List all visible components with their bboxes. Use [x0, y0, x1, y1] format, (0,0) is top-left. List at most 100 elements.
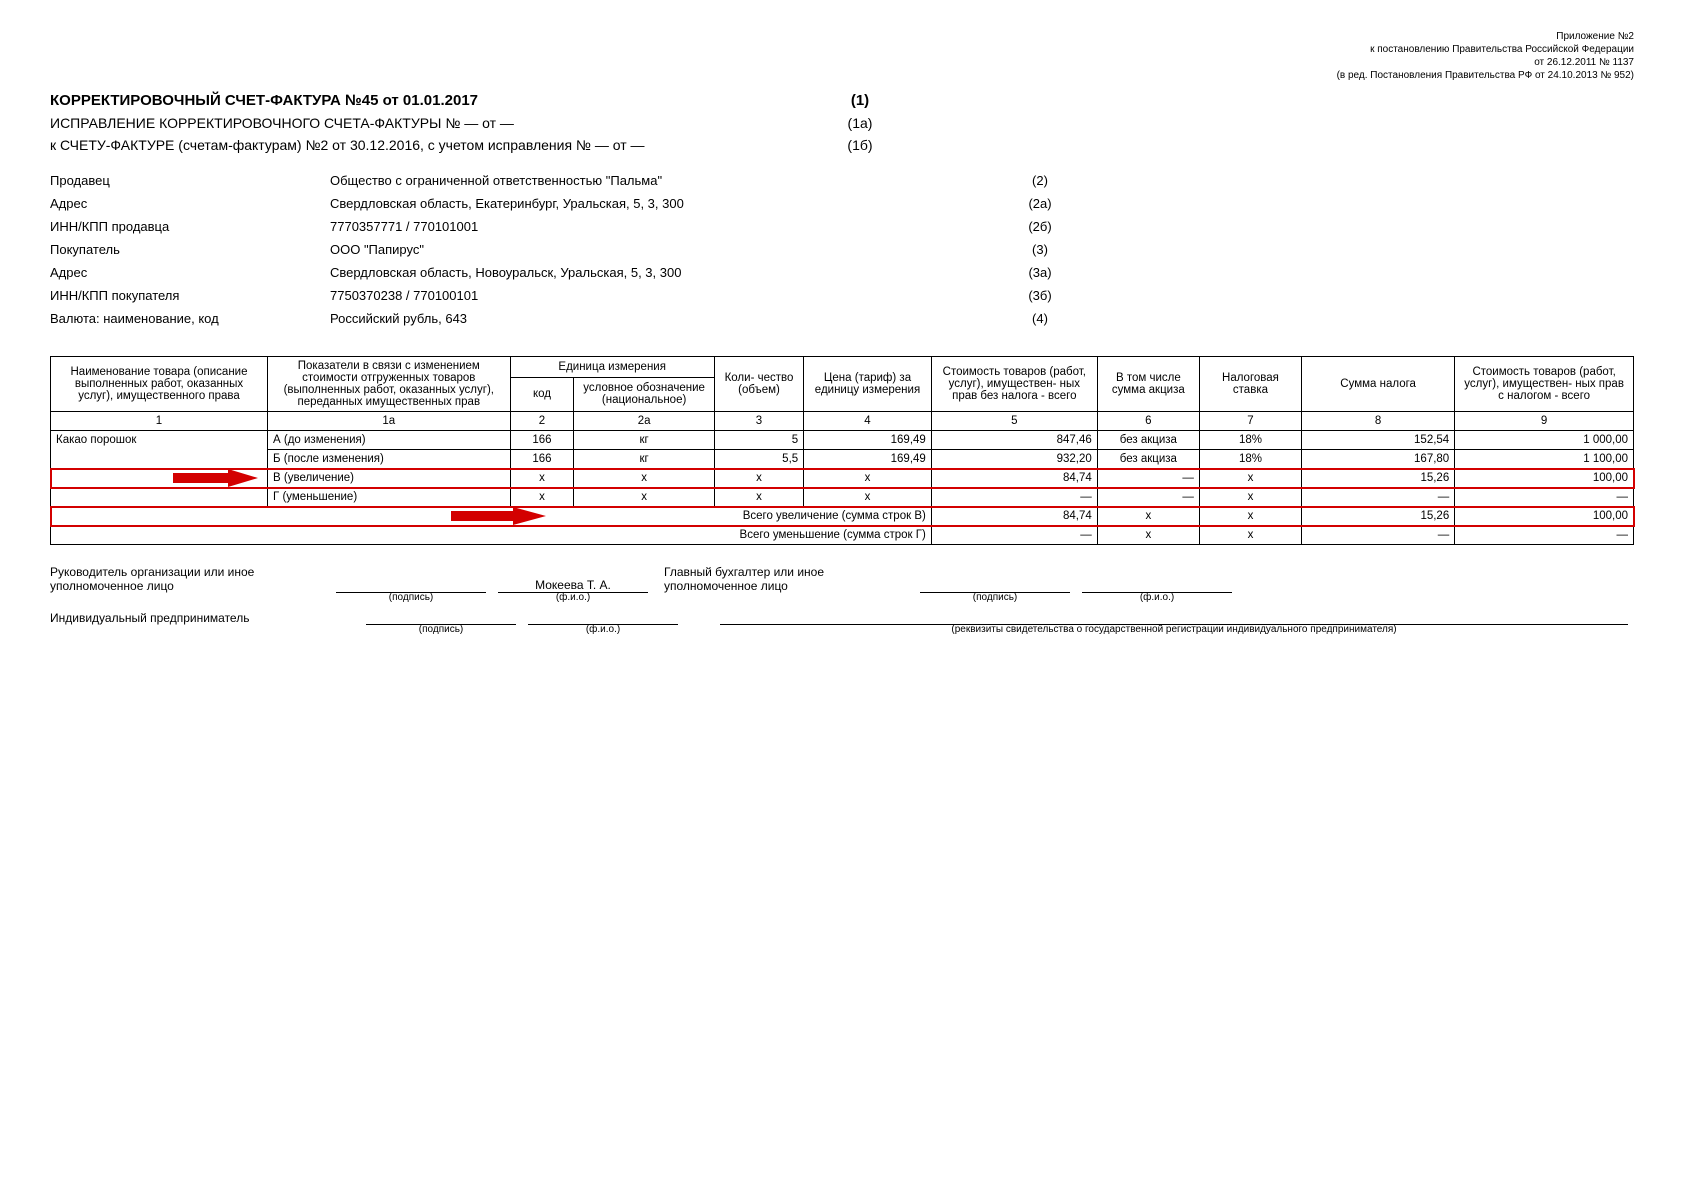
signatures-block: Руководитель организации или иное уполно…	[50, 565, 1634, 625]
seller-inn-label: ИНН/КПП продавца	[50, 219, 330, 234]
row-a-label: А (до изменения)	[268, 431, 511, 450]
buyer-label: Покупатель	[50, 242, 330, 257]
cell: х	[1199, 488, 1301, 507]
line-number: (3а)	[1010, 265, 1070, 280]
cell: х	[574, 488, 714, 507]
th-tax: Сумма налога	[1302, 357, 1455, 412]
buyer-inn-value: 7750370238 / 770100101	[330, 288, 1010, 303]
legal-notes: Приложение №2 к постановлению Правительс…	[50, 30, 1634, 82]
cell: 847,46	[931, 431, 1097, 450]
total-dec-label: Всего уменьшение (сумма строк Г)	[51, 526, 932, 545]
cell: 100,00	[1455, 469, 1634, 488]
th-total: Стоимость товаров (работ, услуг), имущес…	[1455, 357, 1634, 412]
cell: 932,20	[931, 450, 1097, 469]
cell: х	[804, 469, 932, 488]
cell: 15,26	[1302, 507, 1455, 526]
head-sign-label: Руководитель организации или иное уполно…	[50, 565, 330, 593]
col-num: 5	[931, 412, 1097, 431]
cell: х	[804, 488, 932, 507]
note-line: Приложение №2	[50, 30, 1634, 43]
currency-label: Валюта: наименование, код	[50, 311, 330, 326]
col-num: 2	[510, 412, 574, 431]
col-num: 6	[1097, 412, 1199, 431]
cell: —	[931, 488, 1097, 507]
note-line: к постановлению Правительства Российской…	[50, 43, 1634, 56]
col-num: 9	[1455, 412, 1634, 431]
row-b-label: Б (после изменения)	[268, 450, 511, 469]
cell: 166	[510, 431, 574, 450]
cell: —	[1302, 488, 1455, 507]
head-name: Мокеева Т. А.	[535, 578, 611, 592]
cell: х	[714, 488, 803, 507]
cell: х	[1199, 507, 1301, 526]
cell: 18%	[1199, 450, 1301, 469]
col-num: 1а	[268, 412, 511, 431]
under-sign: (подпись)	[366, 624, 516, 635]
seller-address-label: Адрес	[50, 196, 330, 211]
line-number: (2б)	[1010, 219, 1070, 234]
cell: —	[1302, 526, 1455, 545]
col-num: 4	[804, 412, 932, 431]
th-rate: Налоговая ставка	[1199, 357, 1301, 412]
cell: кг	[574, 431, 714, 450]
table-row: Б (после изменения) 166 кг 5,5 169,49 93…	[51, 450, 1634, 469]
buyer-address-value: Свердловская область, Новоуральск, Ураль…	[330, 265, 1010, 280]
th-cost: Стоимость товаров (работ, услуг), имущес…	[931, 357, 1097, 412]
line-number: (1а)	[830, 115, 890, 131]
cell: 18%	[1199, 431, 1301, 450]
under-fio: (ф.и.о.)	[1082, 592, 1232, 603]
ip-fio-field: (ф.и.о.)	[528, 624, 678, 625]
title-block: КОРРЕКТИРОВОЧНЫЙ СЧЕТ-ФАКТУРА №45 от 01.…	[50, 92, 1634, 153]
cell: 100,00	[1455, 507, 1634, 526]
items-table: Наименование товара (описание выполненны…	[50, 356, 1634, 545]
ip-reg-field: (реквизиты свидетельства о государственн…	[720, 624, 1628, 625]
cell: х	[574, 469, 714, 488]
seller-address-value: Свердловская область, Екатеринбург, Урал…	[330, 196, 1010, 211]
cell: 152,54	[1302, 431, 1455, 450]
note-line: от 26.12.2011 № 1137	[50, 56, 1634, 69]
cell: х	[510, 488, 574, 507]
col-num: 3	[714, 412, 803, 431]
under-fio: (ф.и.о.)	[498, 592, 648, 603]
row-v-label: В (увеличение)	[268, 469, 511, 488]
cell: х	[1199, 526, 1301, 545]
row-g-label: Г (уменьшение)	[268, 488, 511, 507]
seller-inn-value: 7770357771 / 770101001	[330, 219, 1010, 234]
th-name: Наименование товара (описание выполненны…	[51, 357, 268, 412]
parties-block: ПродавецОбщество с ограниченной ответств…	[50, 173, 1634, 326]
th-price: Цена (тариф) за единицу измерения	[804, 357, 932, 412]
cell: 84,74	[931, 469, 1097, 488]
cell: —	[1455, 526, 1634, 545]
col-num: 8	[1302, 412, 1455, 431]
arrow-icon	[451, 507, 546, 525]
accountant-sign-label: Главный бухгалтер или иное уполномоченно…	[654, 565, 914, 593]
cell: 1 000,00	[1455, 431, 1634, 450]
head-fio-field: Мокеева Т. А.(ф.и.о.)	[498, 578, 648, 593]
line-number: (1)	[830, 92, 890, 109]
th-unit: Единица измерения	[510, 357, 714, 378]
under-sign: (подпись)	[336, 592, 486, 603]
line-number: (2а)	[1010, 196, 1070, 211]
line-number: (4)	[1010, 311, 1070, 326]
cell: кг	[574, 450, 714, 469]
cell: х	[1097, 526, 1199, 545]
cell: —	[1455, 488, 1634, 507]
arrow-icon	[173, 469, 258, 487]
buyer-inn-label: ИНН/КПП покупателя	[50, 288, 330, 303]
cell: 169,49	[804, 450, 932, 469]
buyer-address-label: Адрес	[50, 265, 330, 280]
under-sign: (подпись)	[920, 592, 1070, 603]
under-fio: (ф.и.о.)	[528, 624, 678, 635]
cell: —	[931, 526, 1097, 545]
cell: 169,49	[804, 431, 932, 450]
col-num: 2а	[574, 412, 714, 431]
cell: х	[714, 469, 803, 488]
table-row: Г (уменьшение) х х х х — — х — —	[51, 488, 1634, 507]
cell: без акциза	[1097, 431, 1199, 450]
total-inc-text: Всего увеличение (сумма строк В)	[743, 510, 926, 522]
row-v-label-text: В (увеличение)	[273, 472, 354, 484]
th-qty: Коли- чество (объем)	[714, 357, 803, 412]
cell: 15,26	[1302, 469, 1455, 488]
line-number: (3)	[1010, 242, 1070, 257]
th-indicator: Показатели в связи с изменением стоимост…	[268, 357, 511, 412]
